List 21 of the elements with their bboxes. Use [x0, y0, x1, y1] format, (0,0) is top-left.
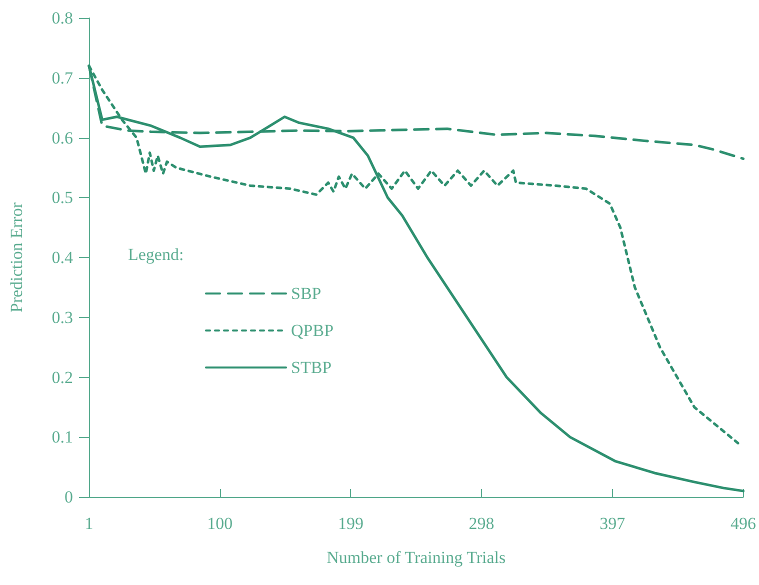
- legend-label: QPBP: [291, 321, 334, 340]
- x-tick-label: 397: [600, 514, 626, 533]
- y-tick-label: 0.4: [52, 248, 74, 267]
- y-tick-label: 0: [64, 488, 73, 506]
- y-tick-label: 0.1: [52, 428, 73, 447]
- legend-label: SBP: [291, 284, 322, 303]
- x-tick-label: 199: [338, 514, 364, 533]
- y-tick-label: 0.2: [52, 368, 73, 387]
- x-tick-label: 1: [84, 514, 94, 533]
- legend-title: Legend:: [128, 245, 184, 264]
- x-tick-label: 298: [468, 514, 494, 533]
- x-tick-label: 496: [730, 514, 756, 533]
- y-axis-title: Prediction Error: [7, 202, 26, 312]
- y-tick-label: 0.8: [52, 8, 73, 28]
- x-axis-title: Number of Training Trials: [326, 548, 506, 567]
- x-tick-label: 100: [207, 514, 233, 533]
- y-tick-label: 0.6: [52, 128, 73, 148]
- y-tick-label: 0.3: [52, 308, 73, 327]
- y-tick-label: 0.7: [52, 68, 74, 88]
- legend-label: STBP: [291, 358, 332, 377]
- y-tick-label: 0.5: [52, 188, 73, 208]
